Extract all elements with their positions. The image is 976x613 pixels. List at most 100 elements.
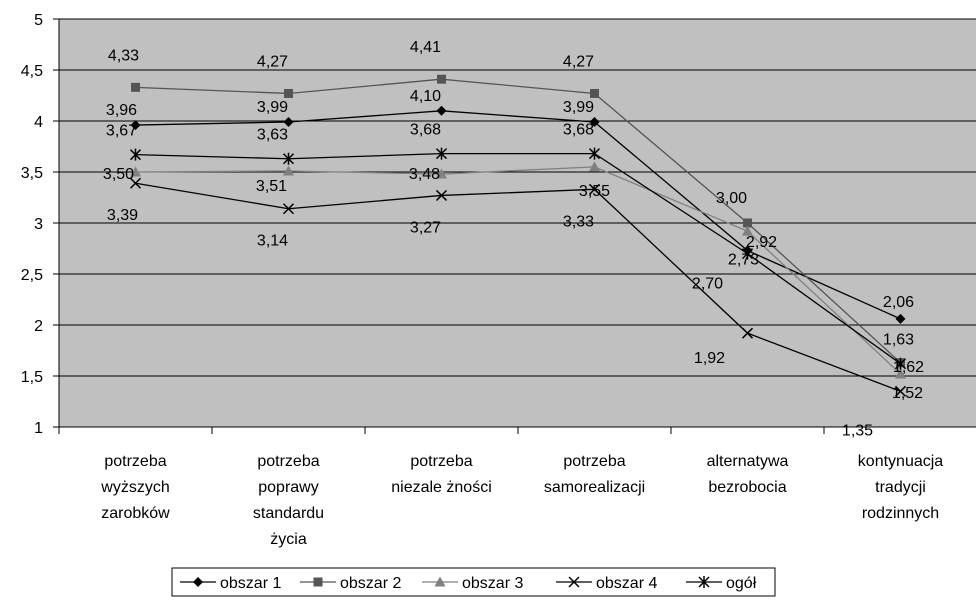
data-label: 3,99 <box>257 99 288 116</box>
x-tick-label-line: kontynuacja <box>858 453 943 470</box>
x-tick-label: kontynuacja tradycji rodzinnych <box>858 453 943 522</box>
legend-label: obszar 4 <box>596 575 657 592</box>
data-label: 1,35 <box>842 422 873 439</box>
legend-label: obszar 2 <box>340 575 401 592</box>
data-label: 4,27 <box>563 53 594 70</box>
data-label: 3,63 <box>257 127 288 144</box>
data-label: 3,14 <box>257 233 288 250</box>
data-point <box>435 147 448 160</box>
axes <box>53 18 976 434</box>
data-point <box>131 82 140 92</box>
data-label: 3,68 <box>563 122 594 139</box>
data-point <box>894 385 907 397</box>
x-tick-label-line: niezale żności <box>391 479 492 496</box>
legend-label: obszar 3 <box>462 575 523 592</box>
legend-marker <box>193 577 203 587</box>
data-label: 1,63 <box>883 332 914 349</box>
data-point <box>895 313 906 324</box>
series-line <box>135 78 901 364</box>
legend-box <box>171 567 776 597</box>
y-tick-label: 3 <box>34 216 43 233</box>
data-label: 1,62 <box>893 359 924 376</box>
x-tick-label-line: potrzeba <box>410 453 472 470</box>
x-tick-label-line: samorealizacji <box>544 479 645 496</box>
data-label: 3,48 <box>409 166 440 183</box>
data-label: 3,00 <box>716 190 747 207</box>
data-point <box>283 117 294 128</box>
data-label: 4,10 <box>410 88 441 105</box>
data-point <box>283 165 294 176</box>
x-tick-label-line: tradycji <box>875 479 926 496</box>
legend-marker <box>434 576 446 587</box>
data-point <box>436 105 447 116</box>
data-point <box>741 247 754 260</box>
legend-marker <box>698 576 710 588</box>
data-label: 3,39 <box>107 207 138 224</box>
legend-label: ogół <box>726 575 757 592</box>
data-label: 4,41 <box>410 39 441 56</box>
series-lines <box>135 78 901 392</box>
data-point <box>742 225 753 236</box>
data-label: 3,33 <box>563 213 594 230</box>
data-point <box>588 147 601 160</box>
legend-label: obszar 1 <box>220 575 281 592</box>
data-label: 2,70 <box>692 276 723 293</box>
data-point <box>895 368 906 379</box>
y-axis-tick-labels: 1 1,5 2 2,5 3 3,5 4 4,5 5 <box>21 12 43 437</box>
series-markers <box>129 74 907 397</box>
data-point <box>437 74 446 84</box>
x-tick-label-line: poprawy <box>258 479 318 496</box>
data-point <box>284 88 293 98</box>
data-point <box>129 148 142 161</box>
data-point <box>590 88 599 98</box>
data-label: 2,06 <box>883 294 914 311</box>
data-label: 1,92 <box>694 350 725 367</box>
data-label: 3,99 <box>563 99 594 116</box>
data-label: 1,52 <box>892 385 923 402</box>
data-point <box>589 161 600 172</box>
series-line <box>135 152 901 365</box>
x-tick-label-line: zarobków <box>101 505 170 522</box>
x-tick-label-line: alternatywa <box>707 453 789 470</box>
legend-marker <box>313 577 323 587</box>
data-label: 2,92 <box>746 234 777 251</box>
data-point <box>741 327 754 339</box>
data-label: 3,67 <box>106 123 137 140</box>
data-point <box>588 183 601 195</box>
series-line <box>135 110 901 320</box>
x-axis-tick-labels: potrzeba wyższych zarobków potrzeba poprawy s… <box>100 453 943 548</box>
data-label: 3,96 <box>106 102 137 119</box>
data-label: 3,68 <box>410 122 441 139</box>
data-point <box>130 166 141 177</box>
data-point <box>282 152 295 165</box>
data-label: 3,50 <box>103 166 134 183</box>
x-tick-label-line: potrzeba <box>563 453 625 470</box>
data-labels: 3,96 3,99 4,10 3,99 2,73 2,06 4,33 4,27 4,41 4,27… <box>103 39 924 439</box>
y-tick-label: 3,5 <box>21 165 43 182</box>
x-tick-label-line: potrzeba <box>257 453 319 470</box>
series-line <box>135 182 901 392</box>
y-tick-label: 5 <box>34 12 43 29</box>
x-tick-label: potrzeba poprawy standardu życia <box>253 453 324 548</box>
data-point <box>589 117 600 128</box>
x-tick-label: potrzeba niezale żności <box>391 453 492 496</box>
x-tick-label-line: życia <box>270 531 307 548</box>
data-point <box>282 203 295 215</box>
x-tick-label-line: wyższych <box>100 479 169 496</box>
x-tick-label: potrzeba wyższych zarobków <box>100 453 170 522</box>
legend-marker <box>568 576 580 588</box>
x-tick-label-line: rodzinnych <box>862 505 939 522</box>
legend: obszar 1 obszar 2 obszar 3 obszar 4 ogół <box>171 567 776 597</box>
x-tick-label: potrzeba samorealizacji <box>544 453 645 496</box>
data-point <box>130 120 141 131</box>
data-point <box>435 189 448 201</box>
y-tick-label: 2,5 <box>21 267 43 284</box>
y-tick-label: 4,5 <box>21 63 43 80</box>
data-label: 3,55 <box>579 183 610 200</box>
y-tick-label: 1 <box>34 420 43 437</box>
y-tick-label: 1,5 <box>21 369 43 386</box>
data-label: 4,27 <box>257 53 288 70</box>
y-tick-label: 2 <box>34 318 43 335</box>
data-label: 2,73 <box>728 252 759 269</box>
